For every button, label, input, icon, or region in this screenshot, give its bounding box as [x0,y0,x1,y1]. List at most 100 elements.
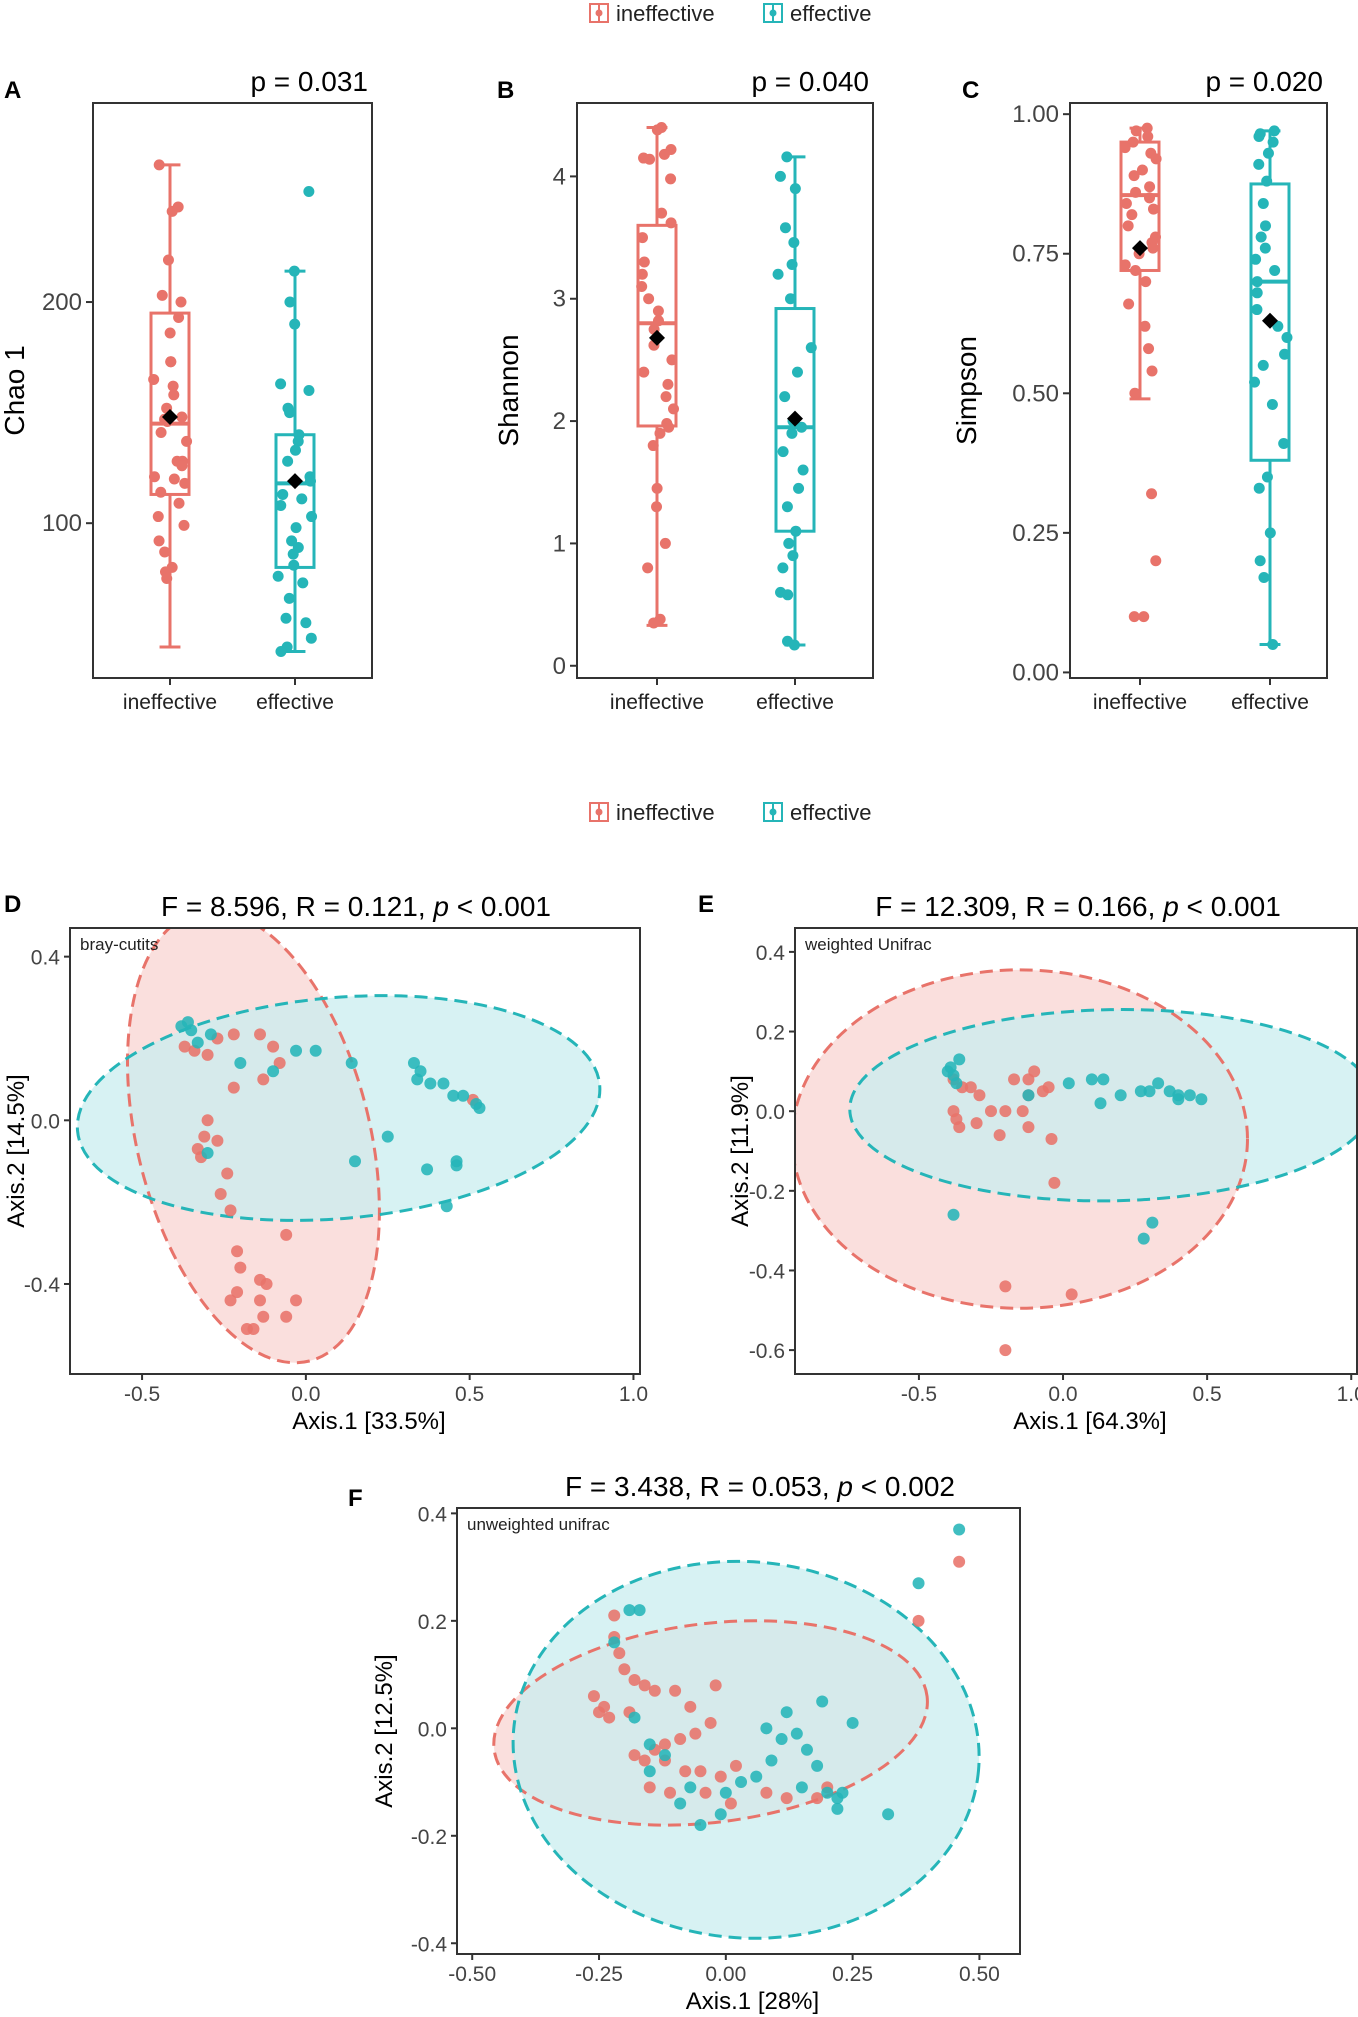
data-point-effective [765,1754,778,1767]
data-point-effective [790,1727,803,1740]
x-axis-label: Axis.1 [28%] [686,1988,819,2015]
data-point-effective [1260,220,1272,232]
data-point-effective [457,1089,470,1102]
y-tick-label: 4 [553,163,566,190]
legend-top: ineffective effective [589,1,872,26]
data-point-effective [781,151,793,163]
x-tick-label: 1.0 [619,1383,648,1406]
panel-f-unweighted-unifrac-pcoa: unweighted unifrac F F = 3.438, R = 0.053,… [348,1471,1021,2015]
data-point-ineffective [608,1609,621,1622]
data-point-effective [760,1722,773,1735]
data-point-ineffective [912,1614,925,1627]
data-point-effective [1258,572,1270,584]
data-point-effective [275,378,287,390]
data-point-effective [296,493,308,505]
x-tick-label-ineffective: ineffective [1093,691,1187,714]
data-point-effective [1094,1097,1107,1110]
data-point-effective [947,1208,960,1221]
data-point-ineffective [660,391,672,403]
data-point-effective [1257,359,1269,371]
data-point-ineffective [247,1322,260,1335]
data-point-effective [447,1089,460,1102]
data-point-effective [1137,1232,1150,1245]
data-point-effective [777,446,789,458]
data-point-effective [684,1781,697,1794]
data-point-ineffective [953,1555,966,1568]
data-point-ineffective [1008,1073,1021,1086]
data-point-ineffective [178,1040,191,1053]
data-point-effective [846,1716,859,1729]
data-point-ineffective [1150,153,1162,165]
legend-key-dot-ineffective [595,9,603,17]
data-point-ineffective [699,1786,712,1799]
data-point-ineffective [613,1647,626,1660]
data-point-ineffective [290,1294,303,1307]
data-point-effective [267,1065,280,1078]
data-point-ineffective [1120,197,1132,209]
data-point-effective [797,464,809,476]
data-point-ineffective [1143,343,1155,355]
plot-area [795,928,1357,1374]
distance-metric-tag: bray-cutits [80,935,158,954]
data-point-effective [1152,1077,1165,1090]
data-point-effective [643,1738,656,1751]
panel-title: p = 0.040 [751,66,869,97]
data-point-effective [791,366,803,378]
data-point-ineffective [1147,203,1159,215]
data-point-ineffective [1139,320,1151,332]
data-point-ineffective [618,1663,631,1676]
data-point-ineffective [593,1706,606,1719]
data-point-effective [772,268,784,280]
data-point-effective [1253,158,1265,170]
data-point-ineffective [178,519,190,531]
data-point-effective [1062,1077,1075,1090]
y-tick-label: 0.2 [418,1611,447,1634]
data-point-effective [788,236,800,248]
data-point-effective [275,500,287,511]
x-tick-label: 0.00 [705,1963,746,1986]
data-point-ineffective [173,312,185,324]
data-point-effective [719,1786,732,1799]
x-axis-label: Axis.1 [64.3%] [1013,1408,1166,1435]
data-point-effective [882,1808,895,1821]
data-point-effective [306,511,318,523]
data-point-ineffective [176,460,188,472]
data-point-ineffective [231,1286,244,1299]
data-point-effective [1279,348,1291,360]
y-tick-label: -0.2 [749,1181,785,1204]
title-statistics: F = 12.309, R = 0.166, [875,891,1163,922]
data-point-ineffective [1122,220,1134,232]
y-tick-label: 1.00 [1012,101,1059,128]
y-tick-label: 200 [42,289,82,316]
data-point-ineffective [165,356,177,368]
data-point-ineffective [1129,387,1141,399]
data-point-ineffective [148,373,160,385]
data-point-ineffective [1136,164,1148,176]
data-point-ineffective [973,1089,986,1102]
data-point-ineffective [636,268,648,280]
data-point-effective [290,522,302,534]
distance-metric-tag: unweighted unifrac [467,1515,610,1534]
data-point-ineffective [651,482,663,494]
data-point-ineffective [654,427,666,439]
data-point-ineffective [729,1759,742,1772]
data-point-effective [1266,398,1278,410]
data-point-effective [473,1102,486,1115]
data-point-ineffective [254,1294,266,1307]
data-point-effective [633,1604,646,1617]
data-point-effective [811,1759,824,1772]
confidence-ellipse-outline-ineffective [492,1619,929,1827]
x-tick-label-effective: effective [756,691,834,714]
panel-d-bray-curtis-pcoa: bray-cutits D F = 8.596, R = 0.121, p < 0.… [3,891,648,1435]
data-point-effective [796,421,808,433]
x-tick-label: -0.25 [575,1963,623,1986]
data-point-effective [277,488,289,500]
data-point-effective [280,612,292,624]
data-point-ineffective [947,1105,960,1118]
mean-marker-effective [787,410,803,427]
data-point-effective [303,385,315,396]
data-point-ineffective [211,1134,224,1147]
data-point-effective [1261,175,1273,187]
data-point-effective [450,1155,463,1168]
